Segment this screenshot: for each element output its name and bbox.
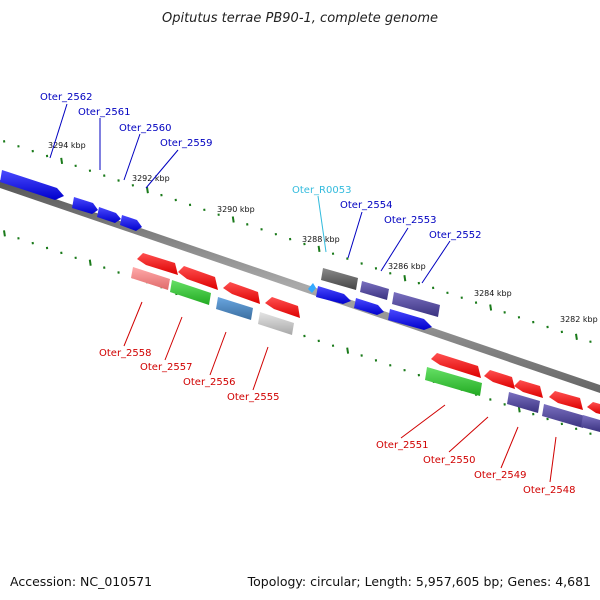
genome-backbone: [0, 180, 600, 393]
forward-strand-genes: [0, 170, 440, 330]
gene-oter-2562[interactable]: [0, 170, 64, 200]
kbp-label: 3284 kbp: [474, 289, 512, 298]
forward-gene-labels: Oter_2562 Oter_2561 Oter_2560 Oter_2559 …: [40, 92, 482, 241]
gene-oter-2561[interactable]: [72, 197, 98, 214]
gene-label-oter-2557[interactable]: Oter_2557: [140, 362, 193, 373]
gene-forward-unlabeled[interactable]: [316, 286, 432, 330]
gene-oter-r0053[interactable]: [308, 283, 316, 293]
gene-label-oter-2558[interactable]: Oter_2558: [99, 348, 152, 359]
major-tick: [3, 230, 6, 237]
major-tick: [346, 347, 350, 354]
gene-label-oter-2555[interactable]: Oter_2555: [227, 392, 280, 403]
gene-label-oter-r0053[interactable]: Oter_R0053: [292, 185, 351, 196]
gene-oter-2551[interactable]: [425, 367, 482, 396]
gene-label-oter-2556[interactable]: Oter_2556: [183, 377, 236, 388]
gene-label-oter-2552[interactable]: Oter_2552: [429, 230, 482, 241]
gene-oter-2558[interactable]: [131, 267, 170, 290]
gene-oter-2557[interactable]: [170, 280, 211, 305]
gene-label-oter-2549[interactable]: Oter_2549: [474, 470, 527, 481]
gene-label-oter-2553[interactable]: Oter_2553: [384, 215, 437, 226]
major-tick: [317, 245, 321, 253]
kbp-label: 3288 kbp: [302, 235, 340, 244]
reverse-gene-labels: Oter_2558 Oter_2557 Oter_2556 Oter_2555 …: [99, 348, 576, 496]
kbp-label: 3292 kbp: [132, 174, 170, 183]
gene-label-oter-2559[interactable]: Oter_2559: [160, 138, 213, 149]
page-title: Opitutus terrae PB90-1, complete genome: [162, 11, 438, 26]
kbp-label: 3290 kbp: [217, 205, 255, 214]
rna-leader-line: [317, 195, 327, 253]
gene-label-oter-2554[interactable]: Oter_2554: [340, 200, 393, 211]
major-tick: [60, 157, 64, 165]
major-tick: [403, 275, 407, 282]
kbp-label: 3286 kbp: [388, 262, 426, 271]
gene-label-oter-2551[interactable]: Oter_2551: [376, 440, 429, 451]
gene-oter-2548[interactable]: [542, 404, 600, 432]
gene-oter-2559[interactable]: [120, 215, 142, 231]
forward-leader-lines: [49, 103, 451, 284]
major-tick: [146, 187, 149, 194]
gene-oter-2556[interactable]: [216, 297, 253, 320]
gene-label-oter-2548[interactable]: Oter_2548: [523, 485, 576, 496]
major-tick: [575, 333, 578, 340]
reverse-leader-lines: [123, 301, 557, 483]
gene-oter-2555[interactable]: [258, 312, 294, 335]
gene-oter-2549[interactable]: [507, 392, 540, 413]
gene-label-oter-2561[interactable]: Oter_2561: [78, 107, 131, 118]
major-tick: [231, 216, 235, 223]
gene-label-oter-2562[interactable]: Oter_2562: [40, 92, 93, 103]
topology-text: Topology: circular; Length: 5,957,605 bp…: [247, 574, 591, 589]
major-tick: [88, 259, 92, 266]
kbp-labels: 3294 kbp 3292 kbp 3290 kbp 3288 kbp 3286…: [48, 141, 598, 324]
gene-label-oter-2560[interactable]: Oter_2560: [119, 123, 172, 134]
gene-label-oter-2550[interactable]: Oter_2550: [423, 455, 476, 466]
gene-oter-2553[interactable]: [360, 281, 389, 300]
gene-oter-2550[interactable]: [431, 353, 600, 414]
accession-text: Accession: NC_010571: [10, 574, 152, 589]
gene-oter-2560[interactable]: [97, 207, 121, 223]
gene-reverse-red[interactable]: [137, 253, 300, 318]
gene-oter-2552[interactable]: [392, 292, 440, 317]
kbp-label: 3282 kbp: [560, 315, 598, 324]
gene-oter-2554[interactable]: [321, 268, 358, 290]
major-tick: [489, 304, 493, 311]
reverse-strand-genes: [131, 253, 600, 432]
kbp-label: 3294 kbp: [48, 141, 86, 150]
